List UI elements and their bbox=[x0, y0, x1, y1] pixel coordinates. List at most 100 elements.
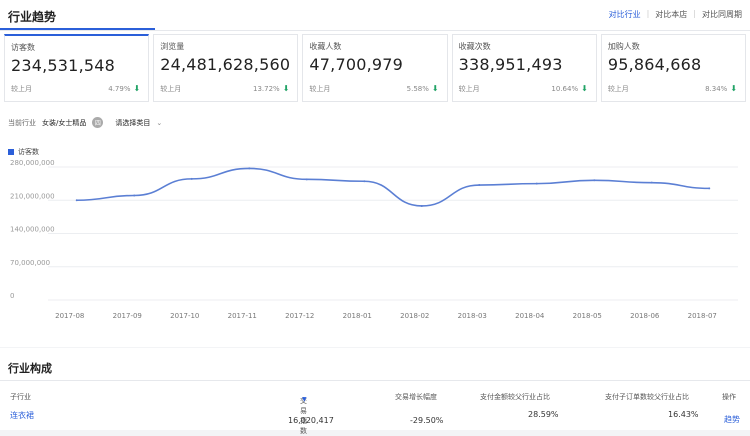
filter-label: 当前行业 bbox=[8, 118, 36, 127]
down-arrow-icon: ⬇ bbox=[282, 84, 290, 93]
col-growth: 交易增长幅度 bbox=[395, 393, 437, 401]
section-title: 行业构成 bbox=[8, 362, 52, 375]
col-order-share: 支付子订单数较父行业占比 bbox=[605, 393, 689, 401]
visitors-line-chart: 280,000,000 210,000,000 140,000,000 70,000,… bbox=[10, 159, 738, 320]
metric-card-favorite-users[interactable]: 收藏人数 47,700,979 较上月 5.58% ⬇ bbox=[302, 34, 448, 102]
x-tick-label: 2018-07 bbox=[688, 312, 717, 320]
metric-foot: 较上月 8.34% ⬇ bbox=[608, 84, 737, 94]
data-point[interactable] bbox=[650, 181, 653, 184]
col-action: 操作 bbox=[722, 393, 736, 401]
metric-label: 收藏次数 bbox=[458, 42, 491, 51]
metric-foot: 较上月 10.64% ⬇ bbox=[459, 84, 588, 94]
compare-industry-link[interactable]: 对比行业 bbox=[608, 10, 641, 19]
x-tick-label: 2018-05 bbox=[573, 312, 602, 320]
metric-card-favorite-count[interactable]: 收藏次数 338,951,493 较上月 10.64% ⬇ bbox=[451, 34, 597, 102]
growth-value: -29.50% bbox=[410, 416, 444, 425]
table-header: 子行业 交易指数 ▼ 交易增长幅度 支付金额较父行业占比 支付子订单数较父行业占比… bbox=[0, 388, 750, 435]
metric-value: 47,700,979 bbox=[309, 55, 404, 74]
x-tick-label: 2017-09 bbox=[113, 312, 142, 320]
metric-label: 收藏人数 bbox=[309, 42, 342, 51]
trade-index-value: 16,020,417 bbox=[288, 416, 334, 425]
metric-pct: 8.34% bbox=[705, 85, 728, 93]
data-point[interactable] bbox=[478, 184, 481, 187]
industry-composition-section: 行业构成 子行业 交易指数 ▼ 交易增长幅度 支付金额较父行业占比 支付子订单数较… bbox=[0, 348, 750, 435]
x-tick-label: 2017-10 bbox=[170, 312, 199, 320]
metric-compare-label: 较上月 bbox=[11, 85, 32, 93]
y-tick-label: 140,000,000 bbox=[10, 226, 55, 234]
metric-pct: 10.64% bbox=[551, 85, 579, 93]
table-row: 连衣裙 16,020,417 -29.50% 28.59% 16.43% 趋势 bbox=[0, 410, 750, 430]
data-point[interactable] bbox=[305, 178, 308, 181]
y-tick-label: 70,000,000 bbox=[10, 259, 50, 267]
metric-value: 24,481,628,560 bbox=[160, 55, 291, 74]
sort-desc-icon[interactable]: ▼ bbox=[302, 396, 307, 403]
metric-label: 浏览量 bbox=[160, 42, 185, 51]
metric-card-cart-users[interactable]: 加购人数 95,864,668 较上月 8.34% ⬇ bbox=[600, 34, 747, 102]
trend-link[interactable]: 趋势 bbox=[724, 415, 740, 424]
divider: | bbox=[646, 9, 650, 18]
category-filter-bar: 当前行业 女装/女士精品 四 请选择类目 ⌄ bbox=[8, 117, 162, 128]
x-tick-label: 2018-02 bbox=[400, 312, 429, 320]
data-point[interactable] bbox=[420, 204, 423, 207]
compare-period-link[interactable]: 对比同周期 bbox=[702, 10, 742, 19]
col-subindustry: 子行业 bbox=[10, 393, 31, 401]
metric-compare-label: 较上月 bbox=[160, 85, 182, 93]
x-tick-label: 2018-03 bbox=[458, 312, 487, 320]
metric-compare-label: 较上月 bbox=[458, 85, 480, 93]
x-tick-label: 2017-12 bbox=[285, 312, 314, 320]
metric-value: 95,864,668 bbox=[607, 55, 702, 74]
x-tick-label: 2017-11 bbox=[228, 312, 257, 320]
metric-pct: 4.79% bbox=[108, 85, 131, 93]
metric-foot: 较上月 4.79% ⬇ bbox=[11, 84, 140, 94]
legend-swatch bbox=[8, 149, 14, 155]
compare-links: 对比行业 | 对比本店 | 对比同周期 bbox=[609, 9, 742, 20]
metric-foot: 较上月 5.58% ⬇ bbox=[309, 84, 438, 94]
metric-value: 234,531,548 bbox=[11, 56, 115, 75]
chevron-down-icon[interactable]: ⌄ bbox=[156, 118, 163, 127]
data-point[interactable] bbox=[133, 194, 136, 197]
header-divider bbox=[0, 30, 750, 31]
pay-share-value: 28.59% bbox=[528, 410, 559, 419]
metric-card-visitors[interactable]: 访客数 234,531,548 较上月 4.79% ⬇ bbox=[4, 34, 150, 102]
x-tick-label: 2017-08 bbox=[55, 312, 84, 320]
level-badge: 四 bbox=[92, 117, 104, 128]
y-tick-label: 280,000,000 bbox=[10, 159, 55, 167]
data-point[interactable] bbox=[248, 167, 251, 170]
down-arrow-icon: ⬇ bbox=[730, 84, 738, 93]
metric-compare-label: 较上月 bbox=[309, 85, 331, 93]
metric-card-pageviews[interactable]: 浏览量 24,481,628,560 较上月 13.72% ⬇ bbox=[153, 34, 299, 102]
chart-legend[interactable]: 访客数 bbox=[8, 147, 39, 157]
industry-trend-panel: 行业趋势 对比行业 | 对比本店 | 对比同周期 访客数 234,531,548… bbox=[0, 0, 750, 347]
data-point[interactable] bbox=[363, 180, 366, 183]
data-point[interactable] bbox=[708, 187, 711, 190]
order-share-value: 16.43% bbox=[668, 410, 699, 419]
active-tab-indicator bbox=[0, 28, 155, 31]
data-point[interactable] bbox=[75, 199, 78, 202]
data-point[interactable] bbox=[593, 179, 596, 182]
down-arrow-icon: ⬇ bbox=[431, 84, 439, 93]
x-tick-label: 2018-01 bbox=[343, 312, 372, 320]
metric-pct: 13.72% bbox=[253, 85, 280, 93]
metric-compare-label: 较上月 bbox=[607, 85, 629, 93]
metric-cards: 访客数 234,531,548 较上月 4.79% ⬇ 浏览量 24,481,62… bbox=[4, 34, 747, 102]
section-divider bbox=[0, 380, 750, 381]
metric-label: 加购人数 bbox=[607, 42, 640, 51]
divider: | bbox=[693, 9, 696, 18]
category-select[interactable]: 请选择类目 bbox=[115, 118, 151, 127]
y-tick-label: 210,000,000 bbox=[10, 192, 55, 200]
current-category: 女装/女士精品 bbox=[42, 118, 87, 127]
col-pay-share: 支付金额较父行业占比 bbox=[480, 393, 550, 401]
metric-value: 338,951,493 bbox=[458, 55, 563, 74]
legend-label: 访客数 bbox=[18, 148, 39, 156]
metric-pct: 5.58% bbox=[406, 85, 429, 93]
metric-foot: 较上月 13.72% ⬇ bbox=[160, 84, 289, 94]
x-tick-label: 2018-06 bbox=[630, 312, 660, 320]
data-point[interactable] bbox=[190, 177, 193, 180]
down-arrow-icon: ⬇ bbox=[133, 84, 141, 93]
x-tick-label: 2018-04 bbox=[515, 312, 545, 320]
down-arrow-icon: ⬇ bbox=[581, 84, 588, 93]
compare-store-link[interactable]: 对比本店 bbox=[655, 10, 688, 19]
subindustry-link[interactable]: 连衣裙 bbox=[10, 411, 34, 420]
data-point[interactable] bbox=[535, 182, 538, 185]
metric-label: 访客数 bbox=[11, 43, 35, 52]
